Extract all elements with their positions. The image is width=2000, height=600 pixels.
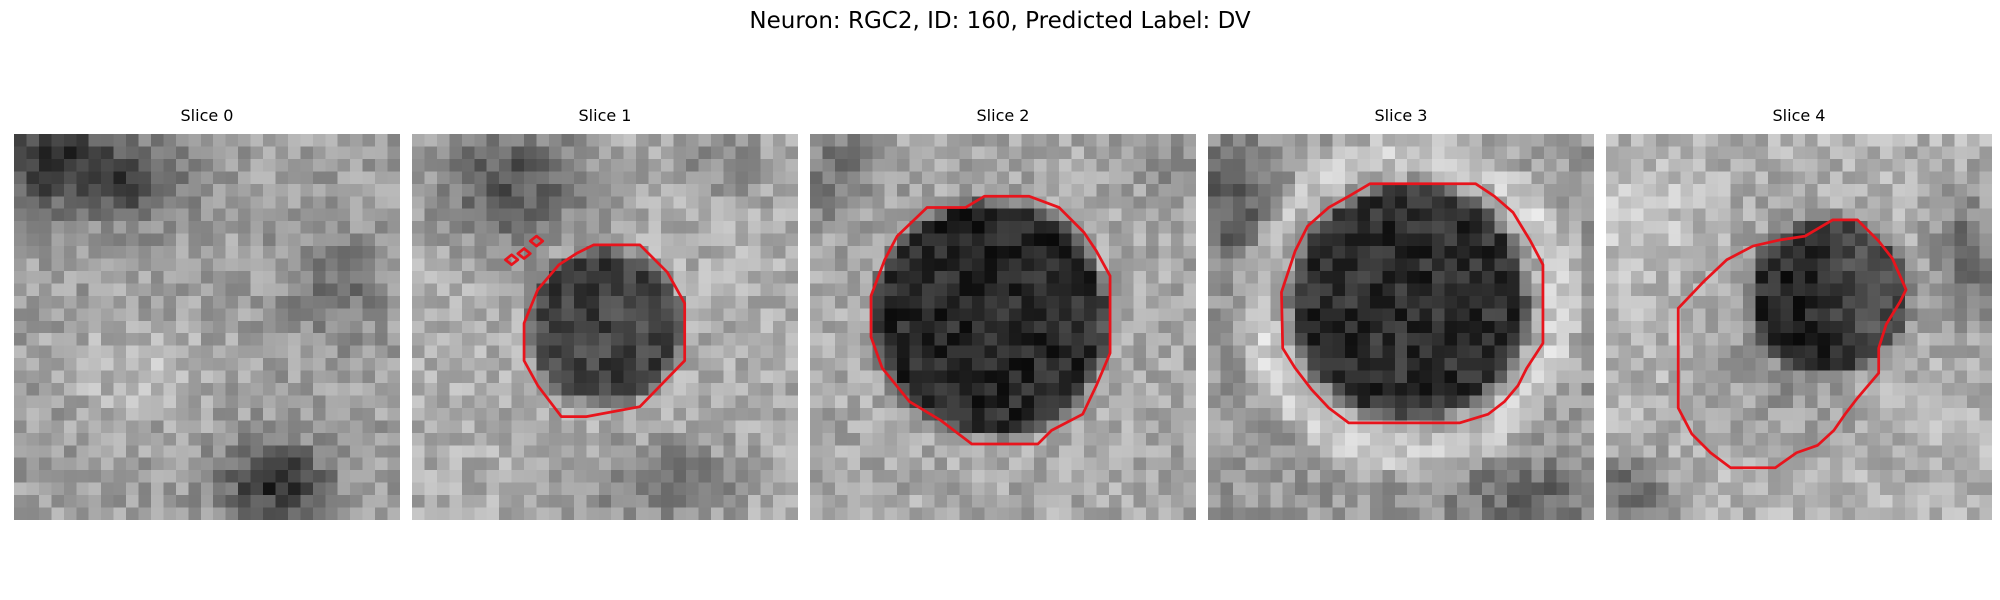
figure-title: Neuron: RGC2, ID: 160, Predicted Label: … (749, 8, 1251, 34)
slice-title-3: Slice 3 (1374, 106, 1428, 125)
slice-image-1 (412, 134, 798, 520)
slice-title-4: Slice 4 (1772, 106, 1826, 125)
slice-title-2: Slice 2 (976, 106, 1030, 125)
slice-image-4 (1606, 134, 1992, 520)
slice-panel-2: Slice 2 (810, 106, 1196, 520)
contour-overlay-3 (1280, 182, 1545, 425)
slice-image-2 (810, 134, 1196, 520)
contour-overlay-1 (504, 234, 687, 419)
slice-panel-4: Slice 4 (1606, 106, 1992, 520)
contour-overlay-2 (869, 194, 1112, 446)
slice-title-1: Slice 1 (578, 106, 632, 125)
slice-panel-3: Slice 3 (1208, 106, 1594, 520)
contour-overlay-4 (1676, 218, 1908, 470)
slice-panel-1: Slice 1 (412, 106, 798, 520)
slice-image-3 (1208, 134, 1594, 520)
slice-panel-0: Slice 0 (14, 106, 400, 520)
slice-title-0: Slice 0 (180, 106, 234, 125)
slice-image-0 (14, 134, 400, 520)
